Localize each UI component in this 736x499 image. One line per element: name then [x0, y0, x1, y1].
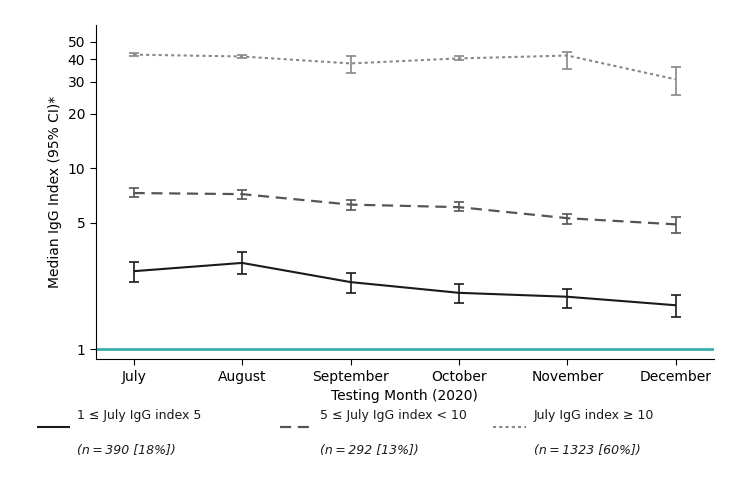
X-axis label: Testing Month (2020): Testing Month (2020) — [331, 389, 478, 403]
Text: (n = 1323 [60%]): (n = 1323 [60%]) — [534, 444, 640, 457]
Text: (n = 292 [13%]): (n = 292 [13%]) — [320, 444, 419, 457]
Y-axis label: Median IgG Index (95% CI)*: Median IgG Index (95% CI)* — [48, 96, 62, 288]
Text: 1 ≤ July IgG index 5: 1 ≤ July IgG index 5 — [77, 409, 202, 422]
Text: 5 ≤ July IgG index < 10: 5 ≤ July IgG index < 10 — [320, 409, 467, 422]
Text: July IgG index ≥ 10: July IgG index ≥ 10 — [534, 409, 654, 422]
Text: (n = 390 [18%]): (n = 390 [18%]) — [77, 444, 176, 457]
